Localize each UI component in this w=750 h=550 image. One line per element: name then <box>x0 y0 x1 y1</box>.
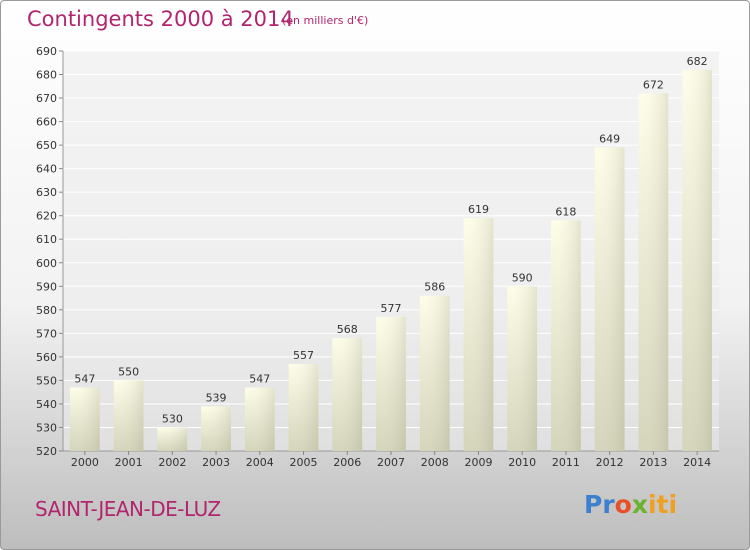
y-tick-label: 620 <box>36 210 57 223</box>
y-tick-label: 680 <box>36 69 57 82</box>
bar-shade-2010 <box>507 286 538 451</box>
y-tick-label: 690 <box>36 45 57 58</box>
bar-value-label: 672 <box>643 78 664 91</box>
x-tick-label: 2007 <box>377 456 405 469</box>
bar-shade-2002 <box>157 427 188 451</box>
y-tick-label: 580 <box>36 304 57 317</box>
bar-value-label: 618 <box>555 205 576 218</box>
bar-value-label: 577 <box>381 302 402 315</box>
bar-value-label: 557 <box>293 349 314 362</box>
x-tick-label: 2000 <box>71 456 99 469</box>
logo-part-4: iti <box>647 490 678 519</box>
bar-shade-2008 <box>419 295 450 451</box>
bar-shade-2003 <box>201 406 231 451</box>
bar-value-label: 649 <box>599 132 620 145</box>
x-tick-label: 2005 <box>290 456 318 469</box>
chart-title: Contingents 2000 à 2014 <box>27 7 294 31</box>
x-tick-label: 2004 <box>246 456 274 469</box>
y-tick-label: 600 <box>36 257 57 270</box>
y-tick-label: 590 <box>36 280 57 293</box>
bar-shade-2009 <box>463 218 494 451</box>
logo-part-2: o <box>614 490 632 519</box>
y-tick-label: 630 <box>36 186 57 199</box>
axes: 520 530 540 550 560 570 580 590 600 610 620 630 640 6… <box>36 45 719 469</box>
bars <box>69 69 713 452</box>
bar-value-label: 550 <box>118 365 139 378</box>
y-tick-label: 550 <box>36 374 57 387</box>
bar-shade-2007 <box>376 316 406 451</box>
bar-shade-2001 <box>113 380 144 451</box>
x-tick-label: 2006 <box>333 456 361 469</box>
bar-shade-2005 <box>288 363 319 451</box>
x-tick-label: 2013 <box>639 456 667 469</box>
bar-shade-2000 <box>69 387 100 451</box>
y-tick-label: 610 <box>36 233 57 246</box>
y-tick-label: 520 <box>36 445 57 458</box>
y-tick-label: 540 <box>36 398 57 411</box>
bar-shade-2011 <box>551 220 581 451</box>
logo-part-3: x <box>631 490 648 519</box>
y-tick-label: 560 <box>36 351 57 364</box>
bar-value-label: 568 <box>337 323 358 336</box>
logo-part-1: Pr <box>584 490 615 519</box>
y-tick-label: 640 <box>36 163 57 176</box>
bar-value-label: 682 <box>687 55 708 68</box>
x-tick-label: 2014 <box>683 456 711 469</box>
x-tick-label: 2009 <box>464 456 492 469</box>
bar-shade-2014 <box>682 69 713 451</box>
bar-shade-2012 <box>594 147 625 451</box>
bar-value-label: 539 <box>206 391 227 404</box>
bar-value-labels: 547 550 530 539 547 557 568 577 586 619 590 618 649 6… <box>74 55 707 426</box>
x-tick-label: 2003 <box>202 456 230 469</box>
y-tick-label: 570 <box>36 327 57 340</box>
bar-value-label: 619 <box>468 203 489 216</box>
bar-value-label: 547 <box>249 372 270 385</box>
bar-shade-2004 <box>244 387 275 451</box>
y-tick-label: 530 <box>36 421 57 434</box>
chart-unit-subtitle: (en milliers d'€) <box>282 14 369 27</box>
commune-name: SAINT-JEAN-DE-LUZ <box>35 497 221 521</box>
proxiti-logo: Proxiti <box>584 490 677 519</box>
y-tick-label: 670 <box>36 92 57 105</box>
x-tick-label: 2001 <box>115 456 143 469</box>
bar-shade-2013 <box>638 93 669 452</box>
bar-value-label: 590 <box>512 271 533 284</box>
x-tick-label: 2002 <box>158 456 186 469</box>
x-tick-label: 2012 <box>596 456 624 469</box>
bar-value-label: 547 <box>74 372 95 385</box>
y-tick-label: 650 <box>36 139 57 152</box>
bar-value-label: 586 <box>424 281 445 294</box>
bar-value-label: 530 <box>162 412 183 425</box>
x-tick-label: 2010 <box>508 456 536 469</box>
x-tick-label: 2008 <box>421 456 449 469</box>
x-tick-label: 2011 <box>552 456 580 469</box>
y-tick-label: 660 <box>36 116 57 129</box>
bar-shade-2006 <box>332 338 363 451</box>
